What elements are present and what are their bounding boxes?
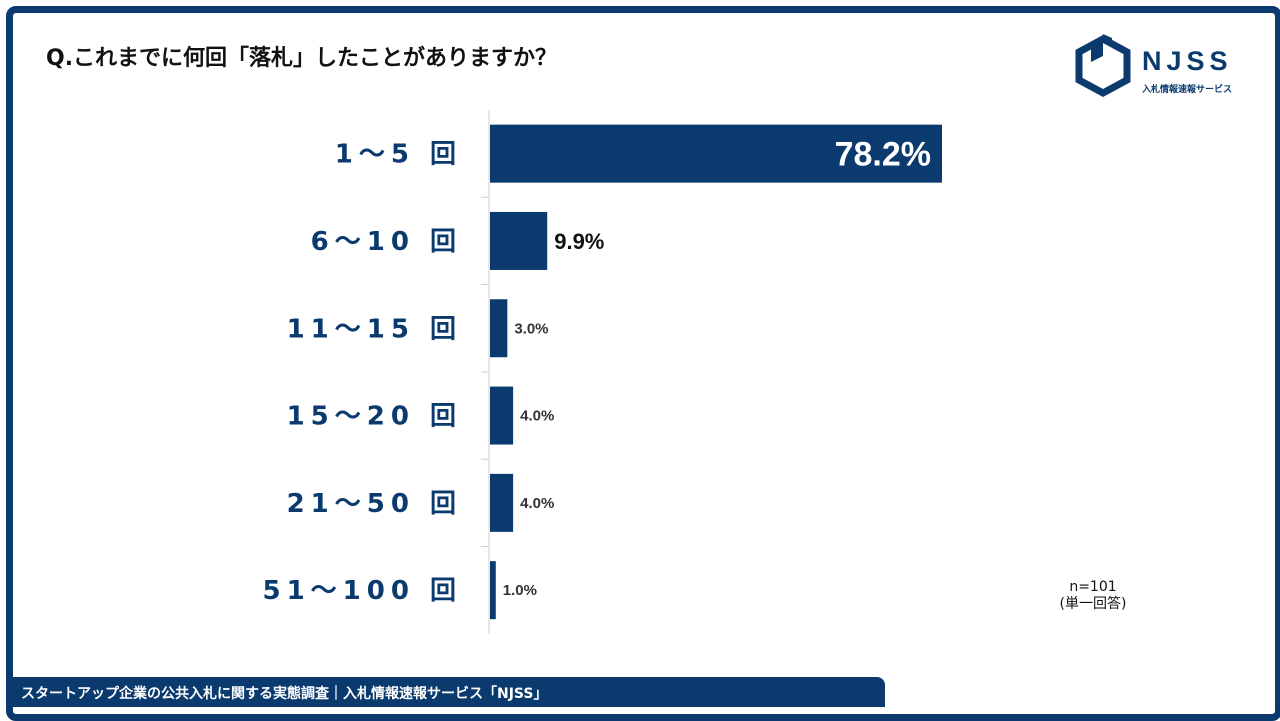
value-label: 1.0% xyxy=(503,582,537,599)
bar xyxy=(490,386,514,445)
value-label: 78.2% xyxy=(835,136,931,174)
bar xyxy=(490,299,508,358)
category-label: 15～20 回 xyxy=(287,402,462,432)
sample-note: n=101 (単一回答) xyxy=(1048,579,1138,613)
bar xyxy=(490,124,942,183)
bar xyxy=(490,211,548,270)
sample-size: n=101 xyxy=(1069,579,1117,595)
bar xyxy=(490,561,496,620)
value-label: 3.0% xyxy=(514,320,548,337)
logo-subtitle: 入札情報速報サービス xyxy=(1142,85,1233,95)
value-label: 4.0% xyxy=(520,495,554,512)
value-label: 9.9% xyxy=(554,229,604,254)
footer-bar: スタートアップ企業の公共入札に関する実態調査｜入札情報速報サービス「NJSS」 xyxy=(13,677,885,707)
logo-mark-icon xyxy=(1075,34,1131,97)
logo-name: NJSS xyxy=(1142,46,1233,76)
category-label: 11～15 回 xyxy=(287,314,462,344)
question-title: Q.これまでに何回「落札」したことがありますか？ xyxy=(46,46,558,71)
bar xyxy=(490,473,514,532)
category-label: 6～10 回 xyxy=(311,227,462,257)
category-label: 1～5 回 xyxy=(335,140,462,170)
njss-logo: NJSS 入札情報速報サービス xyxy=(1072,34,1242,100)
category-label: 51～100 回 xyxy=(262,576,462,606)
category-label: 21～50 回 xyxy=(287,489,462,519)
answer-type: (単一回答) xyxy=(1059,596,1127,612)
value-label: 4.0% xyxy=(520,408,554,425)
footer-text: スタートアップ企業の公共入札に関する実態調査｜入札情報速報サービス「NJSS」 xyxy=(21,686,548,702)
